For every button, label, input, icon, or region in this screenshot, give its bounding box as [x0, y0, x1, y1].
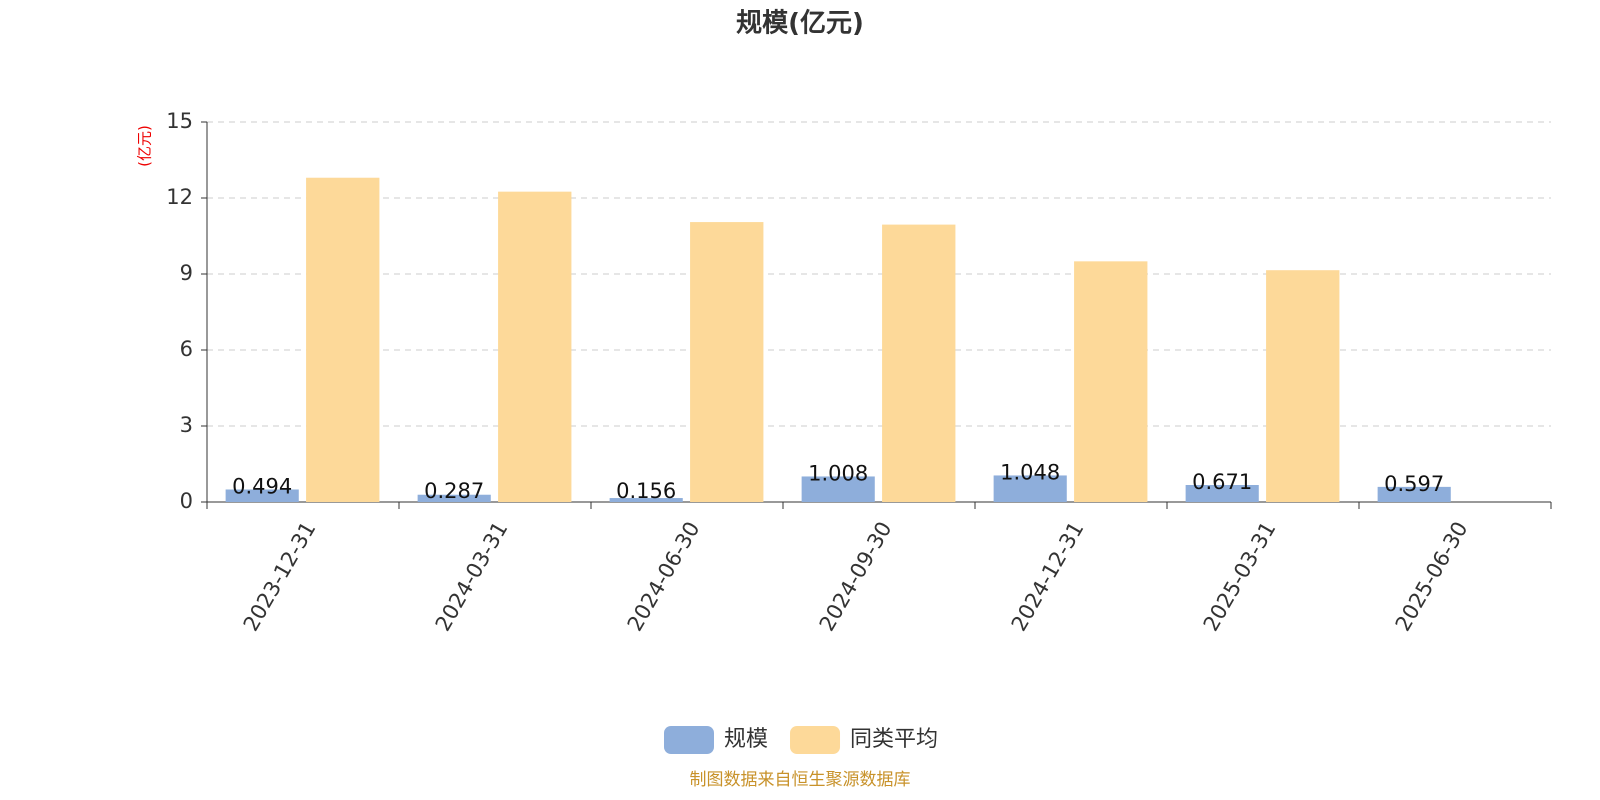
value-label: 0.671: [1192, 470, 1252, 494]
bar: [609, 498, 683, 502]
bar: [1377, 486, 1451, 502]
y-tick-label: 12: [166, 185, 193, 209]
x-tick-label: 2025-03-31: [1199, 518, 1281, 636]
x-tick-label: 2024-12-31: [1007, 518, 1089, 636]
legend-label: 同类平均: [850, 727, 938, 752]
legend-swatch: [790, 726, 841, 754]
y-tick-label: 15: [166, 109, 193, 133]
legend-swatch: [664, 726, 714, 754]
bar: [882, 224, 956, 502]
chart-title: 规模(亿元): [736, 9, 864, 39]
legend-label: 规模: [724, 727, 768, 752]
y-tick-label: 9: [180, 261, 193, 285]
bar: [1185, 485, 1259, 502]
value-label: 1.008: [808, 461, 868, 485]
y-axis-label: (亿元): [136, 125, 154, 167]
bar: [225, 489, 299, 502]
bar: [1266, 270, 1340, 502]
x-tick-label: 2025-06-30: [1391, 518, 1473, 636]
y-tick-label: 6: [180, 337, 193, 361]
x-tick-label: 2023-12-31: [239, 518, 321, 636]
bar: [417, 494, 491, 502]
value-label: 0.287: [424, 479, 484, 503]
value-label: 0.156: [616, 479, 676, 503]
source-note: 制图数据来自恒生聚源数据库: [690, 770, 911, 790]
x-tick-label: 2024-06-30: [623, 518, 705, 636]
value-label: 0.597: [1384, 472, 1444, 496]
bar: [690, 222, 764, 503]
bar: [993, 475, 1067, 502]
value-label: 1.048: [1000, 460, 1060, 484]
bar: [498, 191, 572, 502]
bar: [801, 476, 875, 502]
x-tick-label: 2024-09-30: [815, 518, 897, 636]
value-label: 0.494: [232, 474, 292, 498]
y-tick-label: 3: [180, 413, 193, 437]
bar: [1074, 261, 1148, 502]
bar: [306, 177, 380, 502]
y-tick-label: 0: [180, 489, 193, 513]
x-tick-label: 2024-03-31: [431, 518, 513, 636]
